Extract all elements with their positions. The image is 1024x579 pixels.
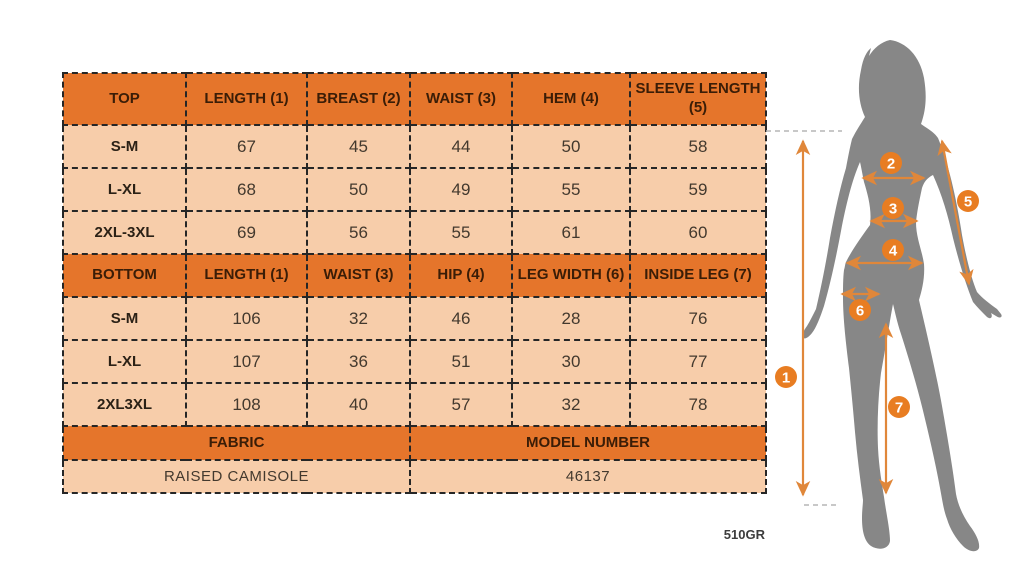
size-label-cell: L-XL xyxy=(62,167,187,212)
marker-3-number: 3 xyxy=(889,200,897,217)
measurement-cell: 77 xyxy=(629,339,767,384)
marker-3-circle xyxy=(882,197,904,219)
top-row-2xl3xl: 2XL-3XL 69 56 55 61 60 xyxy=(62,210,767,255)
measurement-cell: 46 xyxy=(409,296,513,341)
size-label-cell: S-M xyxy=(62,124,187,169)
measurement-cell: 45 xyxy=(306,124,411,169)
measurement-cell: 49 xyxy=(409,167,513,212)
marker-4: 4 xyxy=(882,239,904,261)
bottom-header-inside-leg: INSIDE LEG (7) xyxy=(629,253,767,298)
top-header-length: LENGTH (1) xyxy=(185,72,308,126)
female-silhouette-shape xyxy=(802,40,1002,552)
figure-svg: 1 2 3 4 5 6 7 xyxy=(766,40,1002,552)
measurement-cell: 61 xyxy=(511,210,631,255)
marker-6: 6 xyxy=(849,299,871,321)
marker-7: 7 xyxy=(888,396,910,418)
size-label-cell: L-XL xyxy=(62,339,187,384)
measurement-cell: 55 xyxy=(409,210,513,255)
top-row-lxl: L-XL 68 50 49 55 59 xyxy=(62,167,767,212)
measurement-cell: 108 xyxy=(185,382,308,427)
arrow-sleeve-length-5 xyxy=(937,139,974,286)
marker-6-number: 6 xyxy=(856,302,864,319)
bottom-row-lxl: L-XL 107 36 51 30 77 xyxy=(62,339,767,384)
footer-header-row: FABRIC MODEL NUMBER xyxy=(62,425,767,461)
measurement-cell: 51 xyxy=(409,339,513,384)
marker-6-circle xyxy=(849,299,871,321)
bottom-header-waist: WAIST (3) xyxy=(306,253,411,298)
marker-5-circle xyxy=(957,190,979,212)
measurement-cell: 32 xyxy=(306,296,411,341)
marker-2-circle xyxy=(880,152,902,174)
measurement-cell: 40 xyxy=(306,382,411,427)
measurement-cell: 76 xyxy=(629,296,767,341)
measurement-cell: 67 xyxy=(185,124,308,169)
model-number-value: 46137 xyxy=(409,459,767,494)
marker-7-circle xyxy=(888,396,910,418)
marker-1-circle xyxy=(775,366,797,388)
bottom-row-2xl3xl: 2XL3XL 108 40 57 32 78 xyxy=(62,382,767,427)
top-row-sm: S-M 67 45 44 50 58 xyxy=(62,124,767,169)
size-chart-table: TOP LENGTH (1) BREAST (2) WAIST (3) HEM … xyxy=(62,72,767,494)
measurement-cell: 69 xyxy=(185,210,308,255)
marker-2-number: 2 xyxy=(887,155,895,172)
size-label-cell: S-M xyxy=(62,296,187,341)
bottom-header-leg-width: LEG WIDTH (6) xyxy=(511,253,631,298)
measurement-cell: 28 xyxy=(511,296,631,341)
measurement-cell: 59 xyxy=(629,167,767,212)
measurement-cell: 57 xyxy=(409,382,513,427)
footer-value-row: RAISED CAMISOLE 46137 xyxy=(62,459,767,494)
size-label-cell: 2XL3XL xyxy=(62,382,187,427)
bottom-header-length: LENGTH (1) xyxy=(185,253,308,298)
marker-4-number: 4 xyxy=(889,242,898,259)
marker-7-number: 7 xyxy=(895,399,903,416)
measurement-cell: 50 xyxy=(306,167,411,212)
measurement-cell: 50 xyxy=(511,124,631,169)
measurement-cell: 58 xyxy=(629,124,767,169)
top-header-row: TOP LENGTH (1) BREAST (2) WAIST (3) HEM … xyxy=(62,72,767,126)
marker-4-circle xyxy=(882,239,904,261)
marker-5-number: 5 xyxy=(964,193,972,210)
top-header-sleeve-length: SLEEVE LENGTH (5) xyxy=(629,72,767,126)
measurement-figure: 1 2 3 4 5 6 7 xyxy=(760,20,1024,565)
bottom-row-sm: S-M 106 32 46 28 76 xyxy=(62,296,767,341)
weight-code-label: 510GR xyxy=(723,527,765,542)
fabric-value: RAISED CAMISOLE xyxy=(62,459,411,494)
measurement-cell: 107 xyxy=(185,339,308,384)
marker-3: 3 xyxy=(882,197,904,219)
top-header-hem: HEM (4) xyxy=(511,72,631,126)
top-section-title: TOP xyxy=(62,72,187,126)
measurement-cell: 56 xyxy=(306,210,411,255)
measurement-cell: 60 xyxy=(629,210,767,255)
marker-2: 2 xyxy=(880,152,902,174)
marker-1-number: 1 xyxy=(782,369,790,386)
measurement-cell: 44 xyxy=(409,124,513,169)
marker-5: 5 xyxy=(957,190,979,212)
size-label-cell: 2XL-3XL xyxy=(62,210,187,255)
measurement-cell: 68 xyxy=(185,167,308,212)
measurement-cell: 55 xyxy=(511,167,631,212)
top-header-breast: BREAST (2) xyxy=(306,72,411,126)
measurement-cell: 32 xyxy=(511,382,631,427)
bottom-header-row: BOTTOM LENGTH (1) WAIST (3) HIP (4) LEG … xyxy=(62,253,767,298)
measurement-cell: 30 xyxy=(511,339,631,384)
measurement-cell: 78 xyxy=(629,382,767,427)
bottom-section-title: BOTTOM xyxy=(62,253,187,298)
top-header-waist: WAIST (3) xyxy=(409,72,513,126)
marker-1: 1 xyxy=(775,366,797,388)
bottom-header-hip: HIP (4) xyxy=(409,253,513,298)
fabric-header: FABRIC xyxy=(62,425,411,461)
measurement-cell: 106 xyxy=(185,296,308,341)
measurement-cell: 36 xyxy=(306,339,411,384)
model-number-header: MODEL NUMBER xyxy=(409,425,767,461)
